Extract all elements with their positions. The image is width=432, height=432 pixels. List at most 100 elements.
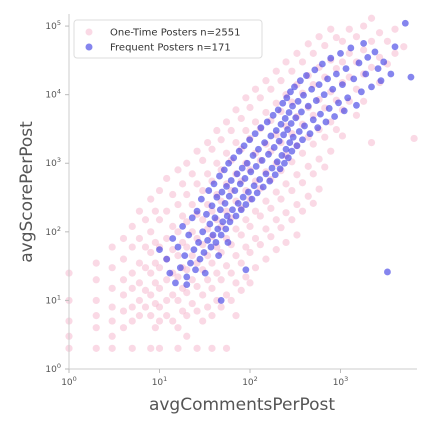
one-time-point-24	[128, 222, 136, 230]
frequent-point-132	[320, 91, 328, 99]
frequent-point-159	[384, 268, 391, 276]
frequent-point-81	[263, 118, 271, 126]
one-time-point-261	[304, 162, 312, 170]
one-time-point-315	[391, 25, 399, 33]
frequent-point-105	[286, 139, 294, 147]
frequent-point-29	[210, 180, 218, 188]
one-time-point-306	[367, 14, 376, 22]
frequent-point-1	[163, 255, 171, 263]
frequent-point-153	[364, 53, 372, 61]
frequent-point-71	[251, 130, 259, 138]
y-tick-label-4: 104	[45, 88, 61, 101]
one-time-point-256	[298, 207, 307, 215]
frequent-point-23	[204, 237, 212, 244]
one-time-point-62	[155, 344, 164, 352]
one-time-point-183	[242, 243, 250, 251]
frequent-point-141	[337, 49, 344, 57]
frequent-point-10	[185, 231, 193, 239]
frequent-point-140	[335, 99, 342, 107]
one-time-point-285	[332, 33, 340, 42]
one-time-point-168	[232, 252, 240, 260]
one-time-point-51	[151, 259, 159, 267]
legend-label-one-time: One-Time Posters n=2551	[110, 28, 240, 39]
frequent-point-161	[391, 43, 399, 51]
frequent-point-31	[212, 239, 220, 246]
frequent-point-139	[332, 70, 340, 78]
frequent-point-125	[309, 116, 317, 124]
one-time-point-185	[246, 103, 254, 112]
one-time-point-128	[208, 207, 216, 215]
one-time-point-110	[193, 307, 201, 315]
frequent-point-120	[301, 122, 308, 130]
frequent-point-21	[201, 269, 209, 277]
one-time-point-30	[128, 344, 136, 352]
one-time-point-135	[213, 159, 221, 167]
one-time-point-91	[183, 190, 191, 199]
frequent-point-19	[199, 228, 207, 236]
frequent-point-83	[266, 177, 274, 185]
frequent-point-126	[311, 66, 319, 74]
one-time-point-82	[174, 324, 182, 332]
one-time-point-275	[321, 41, 329, 50]
one-time-point-147	[217, 303, 225, 311]
one-time-point-206	[262, 108, 270, 117]
one-time-point-251	[298, 58, 307, 66]
one-time-point-93	[183, 243, 191, 251]
one-time-point-237	[282, 238, 290, 247]
series-frequent-posters	[156, 19, 415, 304]
frequent-point-66	[246, 136, 254, 144]
one-time-point-153	[222, 262, 231, 270]
one-time-point-38	[141, 243, 150, 251]
one-time-point-313	[383, 37, 392, 45]
one-time-point-75	[169, 317, 177, 325]
one-time-point-80	[174, 273, 182, 281]
frequent-point-152	[362, 70, 370, 78]
frequent-point-63	[242, 201, 250, 208]
y-tick-label-2: 102	[45, 225, 61, 238]
one-time-point-118	[199, 317, 207, 325]
one-time-point-114	[199, 216, 207, 224]
one-time-point-274	[315, 185, 323, 193]
one-time-point-248	[293, 171, 301, 179]
frequent-point-158	[380, 58, 388, 66]
one-time-point-47	[147, 312, 155, 320]
frequent-point-136	[327, 54, 335, 62]
frequent-point-8	[181, 252, 189, 260]
frequent-point-138	[331, 113, 338, 120]
one-time-point-25	[128, 243, 136, 251]
frequent-point-109	[289, 102, 296, 110]
legend-marker-one-time	[85, 28, 93, 36]
frequent-point-43	[223, 182, 230, 190]
one-time-point-266	[309, 140, 317, 148]
one-time-point-45	[147, 269, 155, 277]
one-time-point-263	[309, 49, 317, 57]
frequent-point-42	[222, 225, 230, 233]
frequent-point-49	[227, 177, 235, 184]
frequent-point-84	[267, 132, 275, 140]
one-time-point-11	[108, 243, 116, 251]
one-time-point-308	[367, 63, 376, 71]
frequent-point-95	[278, 152, 286, 159]
one-time-point-216	[267, 204, 275, 212]
one-time-point-279	[321, 163, 329, 171]
one-time-point-273	[315, 155, 323, 163]
one-time-point-59	[155, 284, 164, 292]
y-tick-label-3: 103	[45, 156, 61, 169]
frequent-point-163	[407, 73, 415, 81]
one-time-point-58	[155, 264, 164, 272]
frequent-point-134	[324, 75, 331, 83]
one-time-point-27	[128, 284, 136, 292]
one-time-point-32	[135, 234, 144, 243]
one-time-point-109	[193, 282, 201, 291]
one-time-point-177	[237, 286, 245, 294]
frequent-point-144	[342, 65, 350, 72]
one-time-point-81	[174, 296, 182, 305]
one-time-point-209	[262, 197, 270, 205]
one-time-point-98	[188, 170, 196, 178]
one-time-point-117	[199, 291, 207, 299]
frequent-point-11	[187, 259, 194, 267]
one-time-point-7	[92, 296, 100, 305]
one-time-point-163	[232, 106, 240, 114]
one-time-point-36	[135, 312, 144, 320]
one-time-point-303	[360, 46, 368, 54]
